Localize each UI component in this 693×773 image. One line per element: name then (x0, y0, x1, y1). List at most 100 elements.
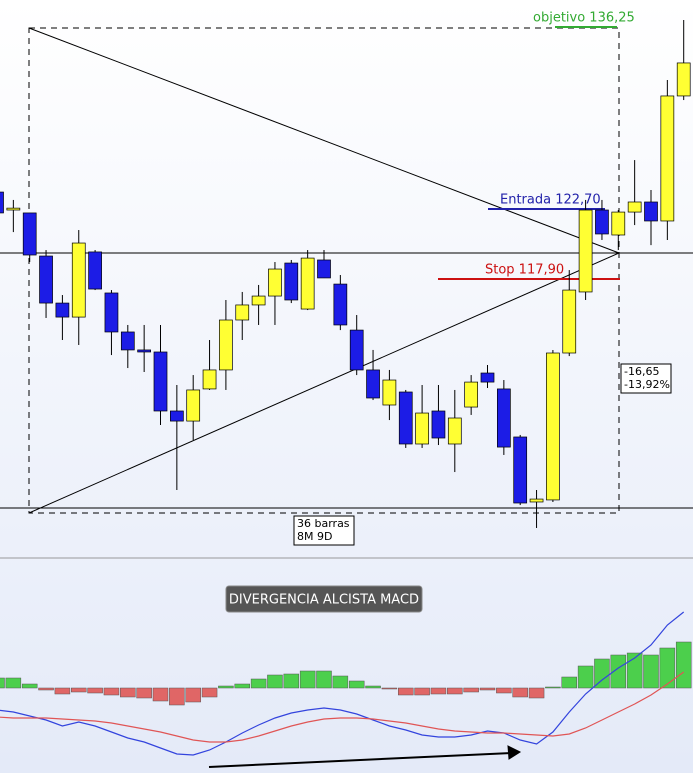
candle-body (627, 201, 642, 213)
trend-line (28, 27, 620, 254)
macd-title-box (225, 585, 423, 613)
candle-body (415, 412, 429, 445)
candle-body (464, 381, 478, 408)
histogram-bar (267, 674, 283, 689)
histogram-bar (185, 687, 201, 703)
candle-body (71, 242, 86, 318)
histogram-bar (234, 683, 250, 689)
target-label: objetivo 136,25 (533, 11, 635, 26)
histogram-bar (512, 687, 528, 698)
candle-body (431, 410, 446, 439)
histogram-bar (659, 647, 676, 689)
range-box (28, 27, 620, 514)
histogram-bar (71, 687, 87, 693)
candle-body (22, 212, 37, 256)
histogram-bar (365, 685, 381, 689)
histogram-bar (250, 678, 267, 689)
macd-pane (0, 611, 692, 756)
histogram-bar (152, 687, 169, 702)
candle-body (235, 304, 250, 321)
signal-line (0, 671, 685, 743)
histogram-bar (545, 686, 561, 689)
change-pct-label: -13,92% (624, 378, 670, 391)
macd-title: DIVERGENCIA ALCISTA MACD (229, 593, 419, 608)
change-label: -16,65 (624, 365, 659, 378)
histogram-bar (316, 670, 332, 689)
histogram-bar (577, 665, 594, 689)
histogram-bar (21, 683, 38, 689)
candle-body (120, 331, 135, 351)
candle-body (186, 389, 201, 422)
histogram-bar (218, 685, 234, 689)
candle-body (447, 417, 462, 445)
candles (0, 20, 691, 528)
histogram-bar (38, 687, 54, 691)
drawings (0, 26, 693, 768)
entry-label: Entrada 122,70 (500, 193, 601, 208)
candle-body (202, 369, 217, 390)
candle-body (39, 255, 53, 304)
candle-body (529, 498, 544, 503)
histogram-bar (136, 687, 152, 699)
candle-body (513, 436, 528, 504)
histogram-bar (479, 687, 496, 691)
histogram-bar (561, 676, 577, 689)
histogram-bar (610, 654, 627, 689)
histogram-bar (414, 687, 430, 696)
candle-body (660, 95, 675, 222)
candle-body (268, 268, 282, 297)
histogram-bar (87, 687, 103, 694)
candle-body (55, 302, 70, 318)
histogram-bar (463, 687, 479, 693)
candle-body (104, 292, 119, 333)
histogram-bar (626, 652, 643, 689)
histogram-bar (675, 641, 692, 689)
macd-line (0, 611, 685, 756)
candle-body (88, 251, 102, 290)
candle-body (251, 295, 266, 306)
histogram-bar (169, 687, 185, 706)
candle-body (137, 349, 151, 353)
histogram-bar (120, 687, 136, 698)
candle-body (611, 211, 626, 236)
candle-body (366, 369, 380, 399)
bars-label: 36 barras (297, 517, 350, 530)
histogram-bar (0, 677, 5, 689)
divergence-arrow (208, 752, 513, 768)
candle-body (153, 351, 168, 412)
histogram-bar (5, 677, 22, 689)
histogram-bar (398, 687, 414, 696)
candle-body (300, 257, 315, 310)
candle-body (349, 329, 364, 371)
histogram-bar (643, 654, 659, 689)
histogram-bar (528, 687, 545, 699)
histogram-bar (496, 687, 512, 694)
candle-body (6, 207, 21, 211)
candle-body (480, 372, 495, 383)
trend-line (28, 252, 620, 514)
histogram-bar (103, 687, 120, 696)
histogram-bar (447, 687, 463, 695)
histogram-bar (594, 658, 610, 689)
candle-body (333, 283, 348, 326)
candle-body (546, 352, 560, 501)
histogram-bar (332, 675, 349, 689)
histogram-bar (430, 687, 447, 695)
candle-body (497, 388, 511, 448)
histogram-bar (299, 670, 316, 689)
histogram-bar (348, 680, 365, 689)
arrow-head (507, 745, 522, 760)
candle-body (219, 319, 233, 371)
candle-body (595, 209, 609, 235)
histogram-bar (283, 673, 300, 689)
candle-body (0, 191, 4, 214)
candle-body (562, 289, 577, 354)
stop-label: Stop 117,90 (485, 263, 564, 278)
bars-box (293, 515, 355, 546)
candle-body (382, 379, 397, 406)
histogram-bar (54, 687, 71, 695)
duration-label: 8M 9D (297, 530, 332, 543)
candle-body (317, 259, 331, 279)
